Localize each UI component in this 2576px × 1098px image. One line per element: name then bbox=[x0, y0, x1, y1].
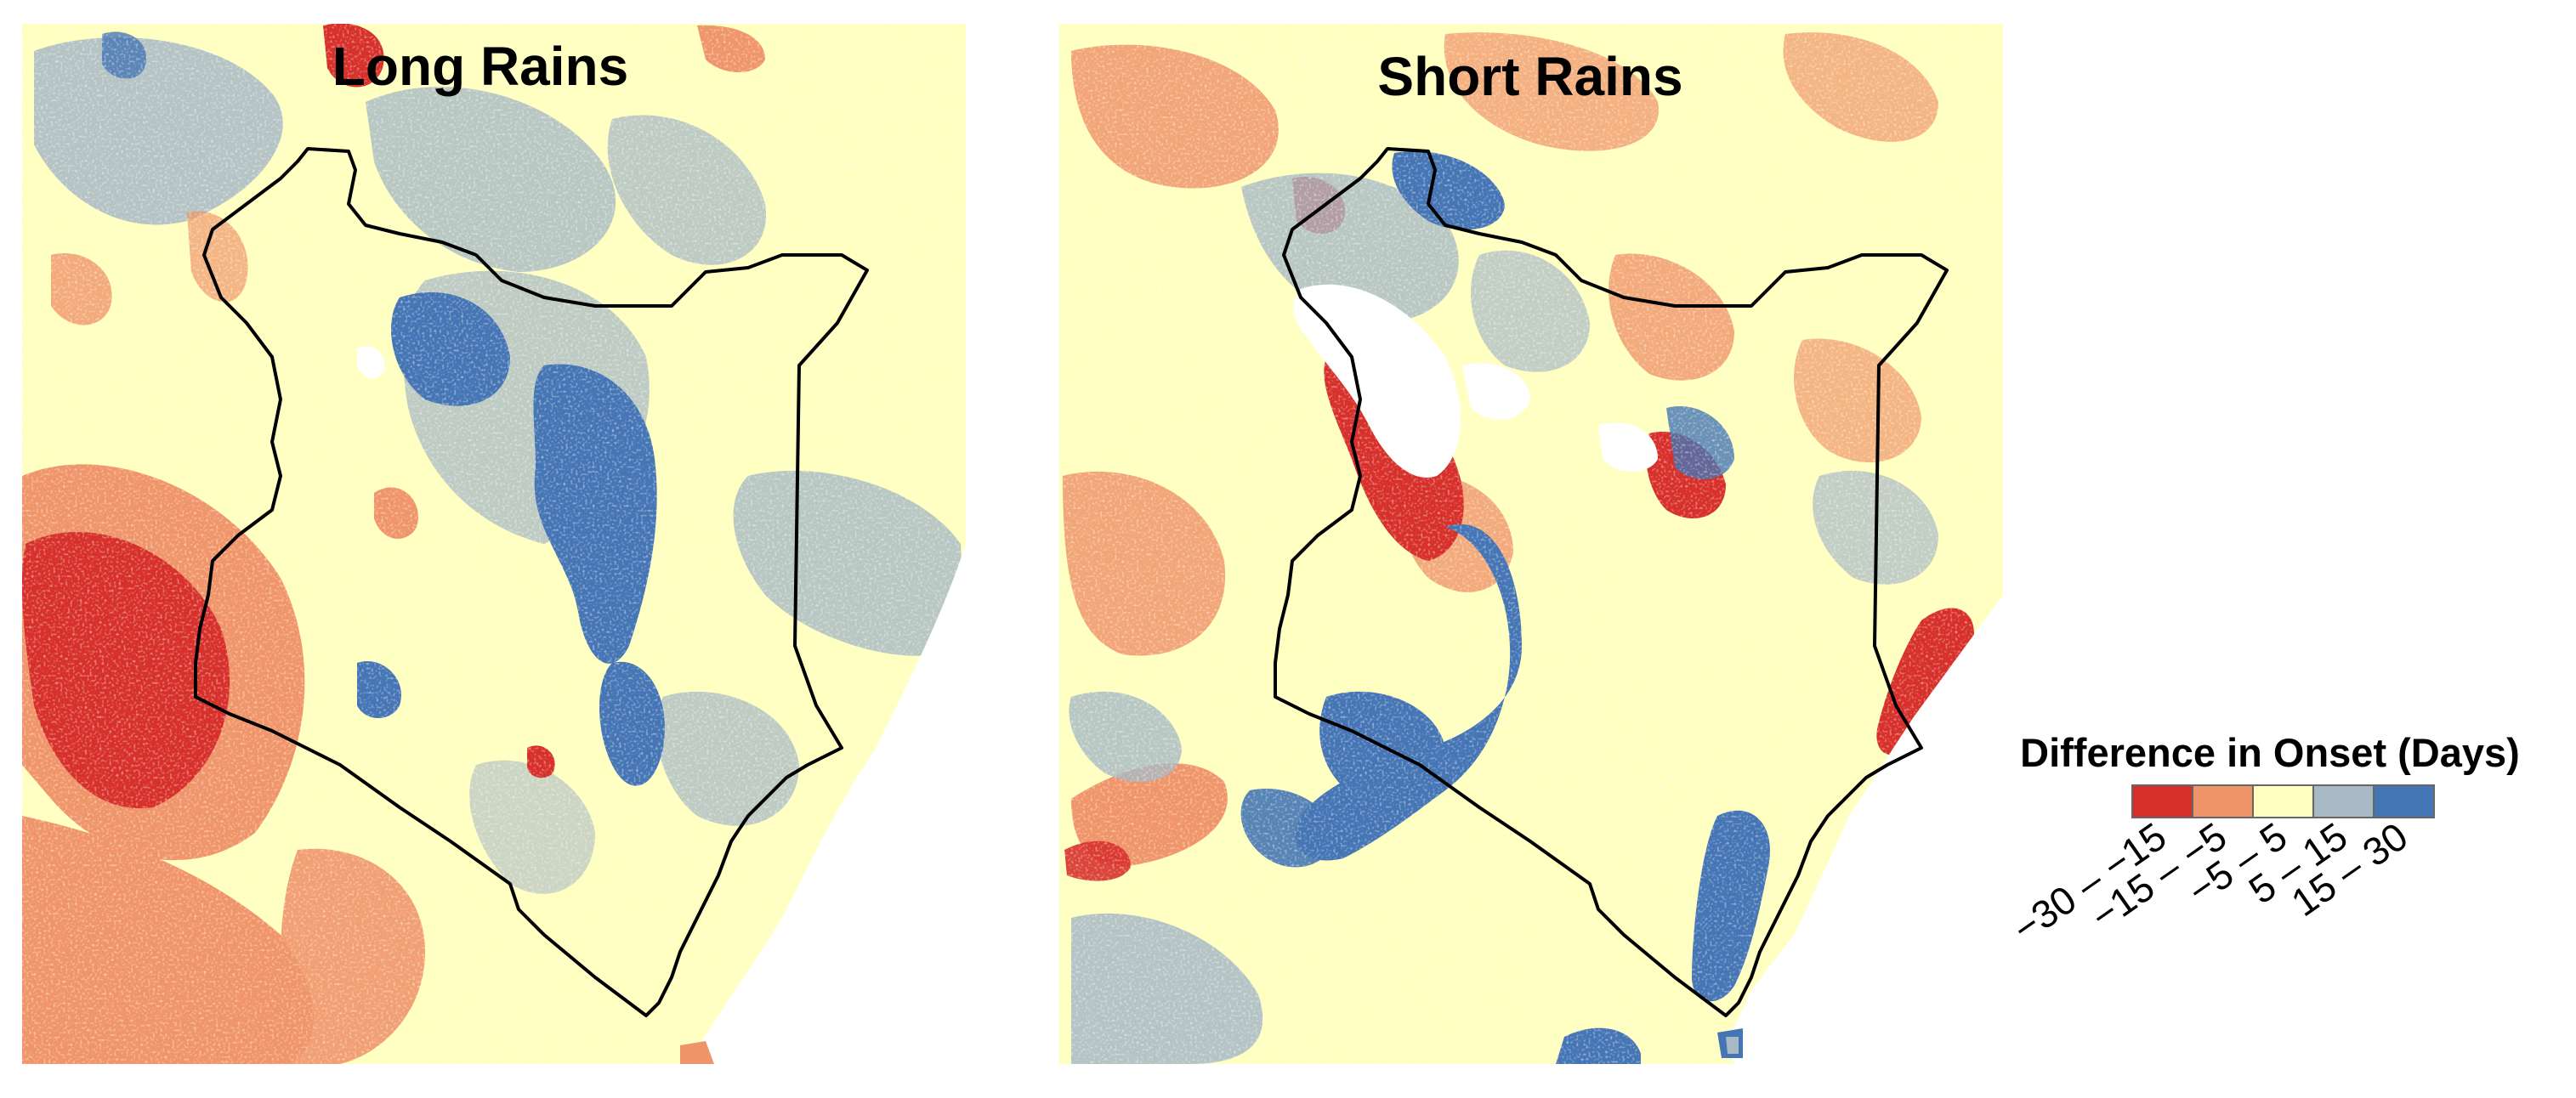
panel-title-long-rains: Long Rains bbox=[332, 36, 628, 97]
legend-swatch bbox=[2373, 784, 2435, 818]
legend-swatches bbox=[2131, 784, 2435, 818]
kenya-boundary bbox=[1274, 147, 1949, 1017]
panel-title-short-rains: Short Rains bbox=[1377, 46, 1682, 107]
legend-swatch bbox=[2192, 784, 2254, 818]
onset-difference-raster bbox=[22, 24, 966, 1064]
legend-title: Difference in Onset (Days) bbox=[2020, 730, 2520, 775]
legend-swatch bbox=[2252, 784, 2314, 818]
long-rains-map: Long Rains bbox=[22, 24, 966, 1064]
legend-swatch bbox=[2312, 784, 2375, 818]
legend-swatch bbox=[2131, 784, 2193, 818]
kenya-boundary bbox=[194, 147, 869, 1017]
legend: Difference in Onset (Days) −30 – −15−15 … bbox=[2005, 730, 2520, 951]
ocean-no-data bbox=[689, 544, 966, 1064]
short-rains-map: Short Rains bbox=[1059, 24, 2003, 1064]
